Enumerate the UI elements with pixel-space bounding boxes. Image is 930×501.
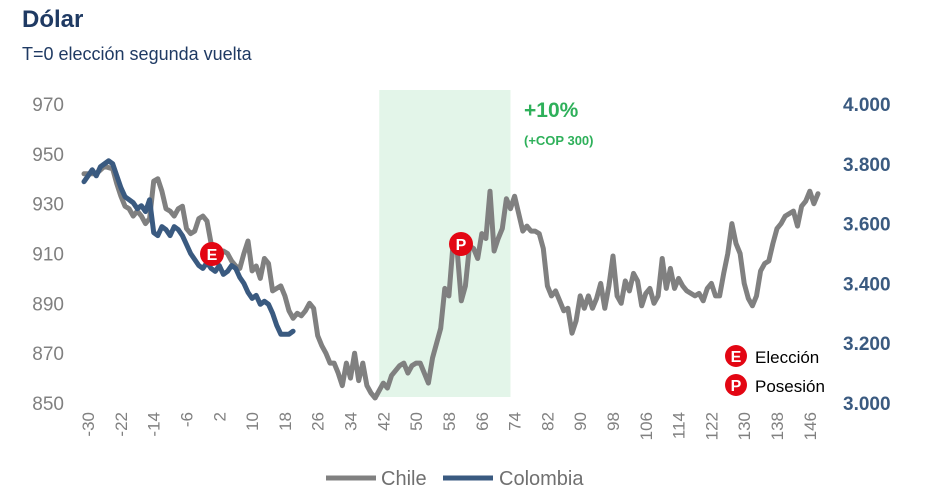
marker-key-election-label: Elección <box>755 348 819 367</box>
x-tick-label: 2 <box>210 412 229 421</box>
legend-label-colombia: Colombia <box>499 468 584 490</box>
right-tick-label: 3.800 <box>843 155 891 176</box>
right-axis-ticks: 3.000 3.200 3.400 3.600 3.800 4.000 <box>843 95 891 415</box>
x-tick-label: 66 <box>473 412 492 431</box>
x-tick-label: -30 <box>79 412 98 437</box>
x-tick-label: 138 <box>768 412 787 440</box>
x-tick-label: -6 <box>178 412 197 427</box>
right-tick-label: 3.600 <box>843 215 891 236</box>
x-tick-label: -22 <box>112 412 131 437</box>
left-tick-label: 950 <box>32 145 64 166</box>
highlight-band <box>379 90 511 397</box>
x-tick-label: 106 <box>637 412 656 440</box>
right-tick-label: 3.200 <box>843 334 891 355</box>
x-tick-label: 122 <box>702 412 721 440</box>
marker-key-possession-letter: P <box>731 378 742 395</box>
x-tick-label: 58 <box>440 412 459 431</box>
chart-subtitle: T=0 elección segunda vuelta <box>22 44 252 64</box>
right-tick-label: 3.000 <box>843 394 891 415</box>
possession-marker-letter: P <box>456 237 467 254</box>
possession-marker-circle <box>449 232 473 256</box>
x-tick-label: -14 <box>145 412 164 437</box>
left-tick-label: 910 <box>32 245 64 266</box>
x-tick-label: 146 <box>801 412 820 440</box>
x-tick-label: 34 <box>342 412 361 431</box>
x-tick-label: 18 <box>276 412 295 431</box>
x-tick-label: 98 <box>604 412 623 431</box>
left-tick-label: 930 <box>32 195 64 216</box>
x-tick-label: 26 <box>309 412 328 431</box>
marker-key-possession-label: Posesión <box>755 377 825 396</box>
x-tick-label: 114 <box>670 412 689 439</box>
x-tick-label: 82 <box>538 412 557 431</box>
right-tick-label: 4.000 <box>843 95 891 116</box>
marker-key-election: E Elección <box>725 345 819 367</box>
legend-label-chile: Chile <box>381 468 427 490</box>
possession-marker-icon: P <box>449 232 473 256</box>
election-marker-icon: E <box>200 242 224 266</box>
legend: Chile Colombia <box>326 468 584 490</box>
chart-title: Dólar <box>22 6 84 33</box>
marker-key-election-letter: E <box>731 349 742 366</box>
annotation-percent: +10% <box>524 99 579 122</box>
marker-key-election-icon <box>725 345 747 367</box>
left-axis-ticks: 850 870 890 910 930 950 970 <box>32 95 64 415</box>
x-tick-label: 42 <box>374 412 393 431</box>
marker-key-possession: P Posesión <box>725 374 825 396</box>
x-tick-label: 130 <box>735 412 754 440</box>
annotation-cop: (+COP 300) <box>524 133 594 148</box>
left-tick-label: 970 <box>32 95 64 116</box>
right-tick-label: 3.400 <box>843 274 891 295</box>
election-marker-letter: E <box>207 247 218 264</box>
left-tick-label: 850 <box>32 394 64 415</box>
left-tick-label: 870 <box>32 344 64 365</box>
series-line-colombia <box>81 158 296 337</box>
x-tick-label: 90 <box>571 412 590 431</box>
x-tick-label: 10 <box>243 412 262 431</box>
x-tick-label: 50 <box>407 412 426 431</box>
marker-key-possession-icon <box>725 374 747 396</box>
election-marker-circle <box>200 242 224 266</box>
x-tick-label: 74 <box>506 412 525 431</box>
left-tick-label: 890 <box>32 294 64 315</box>
x-axis-ticks: -30 -22 -14 -6 2 10 18 26 34 42 50 58 66 74 82 90 98 106 1… <box>79 412 820 440</box>
